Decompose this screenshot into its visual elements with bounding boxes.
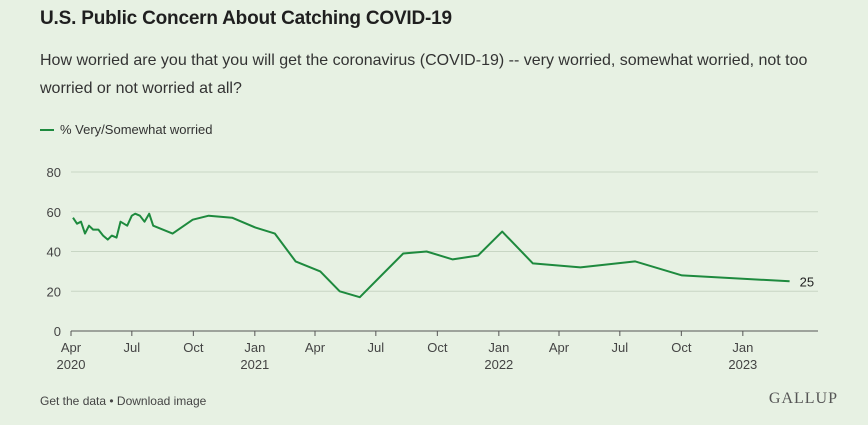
x-tick-label: Jul bbox=[124, 340, 141, 355]
series-layer bbox=[72, 212, 790, 299]
label-layer: 25 bbox=[800, 274, 814, 289]
x-tick-label: Apr bbox=[61, 340, 82, 355]
y-tick-label: 60 bbox=[47, 205, 61, 220]
x-tick-label: Oct bbox=[183, 340, 204, 355]
x-tick-label: Jul bbox=[368, 340, 385, 355]
x-tick-label: Jan bbox=[488, 340, 509, 355]
download-image-link[interactable]: Download image bbox=[116, 394, 207, 408]
x-tick-year-label: 2021 bbox=[240, 357, 269, 372]
x-tick-label: Oct bbox=[671, 340, 692, 355]
x-tick-year-label: 2020 bbox=[57, 357, 86, 372]
x-tick-label: Jan bbox=[244, 340, 265, 355]
legend-label: % Very/Somewhat worried bbox=[60, 122, 213, 137]
series-line-very-somewhat-worried bbox=[72, 212, 790, 299]
end-value-label: 25 bbox=[800, 274, 814, 289]
axis-layer: 0 20 40 60 80 Apr 2020 Jul Oct Jan 2021 Apr Jul Oct Ja… bbox=[47, 165, 818, 372]
chart-title: U.S. Public Concern About Catching COVID… bbox=[40, 8, 452, 29]
x-tick-label: Oct bbox=[427, 340, 448, 355]
get-data-link[interactable]: Get the data bbox=[40, 394, 107, 408]
x-tick-label: Jul bbox=[612, 340, 629, 355]
chart-footer: Get the data • Download image bbox=[40, 394, 206, 408]
x-tick-label: Apr bbox=[549, 340, 570, 355]
x-tick-label: Apr bbox=[305, 340, 326, 355]
chart-subtitle: How worried are you that you will get th… bbox=[40, 52, 808, 97]
x-tick-year-label: 2022 bbox=[484, 357, 513, 372]
y-tick-label: 40 bbox=[47, 245, 61, 260]
footer-separator: • bbox=[106, 394, 117, 408]
legend-swatch bbox=[40, 128, 54, 131]
x-tick-year-label: 2023 bbox=[728, 357, 757, 372]
x-tick-label: Jan bbox=[732, 340, 753, 355]
grid-layer bbox=[71, 171, 818, 292]
gallup-logo: GALLUP bbox=[768, 390, 838, 407]
chart-legend: % Very/Somewhat worried bbox=[40, 122, 212, 137]
y-tick-label: 20 bbox=[47, 284, 61, 299]
y-tick-label: 80 bbox=[47, 165, 61, 180]
y-tick-label: 0 bbox=[54, 324, 61, 339]
